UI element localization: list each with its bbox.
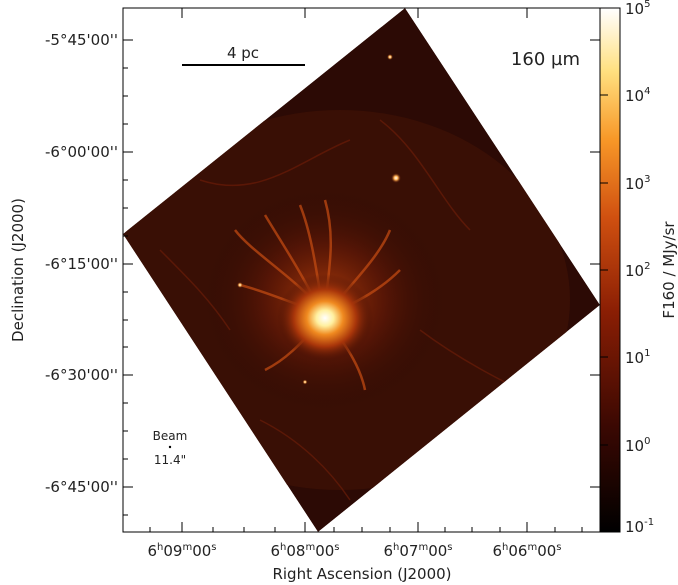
y-tick-label: -6°30'00'' [45,366,118,384]
x-tick-labels: 6h09m00s 6h08m00s 6h07m00s 6h06m00s [147,542,561,560]
colorbar-tick-label: 104 [625,86,650,105]
x-tick-label: 6h08m00s [270,542,339,560]
y-axis-ticks [123,39,600,516]
y-tick-label: -6°00'00'' [45,143,118,161]
y-tick-label: -5°45'00'' [45,31,118,49]
point-source [237,282,243,288]
band-label: 160 µm [511,49,580,70]
point-source [387,54,393,60]
y-axis-title: Declination (J2000) [9,198,27,342]
point-source [302,379,308,385]
x-axis-title: Right Ascension (J2000) [272,565,451,583]
colorbar-tick-label: 10-1 [625,517,654,536]
colorbar-tick-label: 105 [625,0,650,18]
x-axis-ticks [149,8,583,532]
point-source [391,173,401,183]
x-tick-label: 6h06m00s [492,542,561,560]
y-tick-label: -6°45'00'' [45,478,118,496]
beam-label: Beam [153,429,188,443]
bright-core [277,274,373,362]
colorbar-tick-label: 101 [625,348,650,367]
scale-bar: 4 pc [182,44,305,66]
beam-size: 11.4" [154,453,186,467]
image-footprint [123,8,600,532]
x-tick-label: 6h07m00s [383,542,452,560]
colorbar-tick-label: 102 [625,261,650,280]
x-tick-label: 6h09m00s [147,542,216,560]
colorbar-tick-labels: 105 104 103 102 101 100 10-1 [625,0,654,536]
colorbar: 105 104 103 102 101 100 10-1 F160 / MJy/… [599,0,678,536]
beam-marker [168,445,172,449]
y-tick-label: -6°15'00'' [45,255,118,273]
beam-indicator: Beam 11.4" [153,429,188,467]
colorbar-tick-label: 103 [625,174,650,193]
colorbar-tick-label: 100 [625,436,650,455]
y-tick-labels: -5°45'00'' -6°00'00'' -6°15'00'' -6°30'0… [45,31,118,496]
faint-filaments [159,119,541,501]
colorbar-label: F160 / MJy/sr [660,221,678,319]
scale-bar-label: 4 pc [227,44,259,62]
